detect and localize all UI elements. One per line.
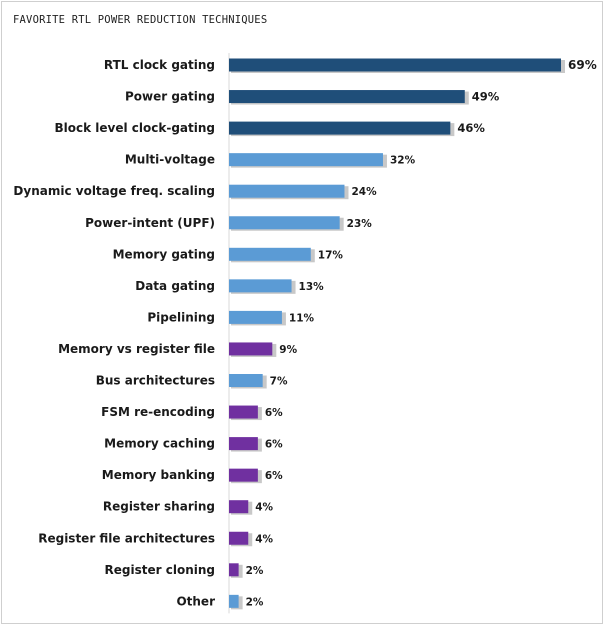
value-label-bus-architectures: 7% — [270, 376, 288, 388]
bar-memory-vs-register-file — [229, 342, 273, 356]
value-label-power-intent-upf: 23% — [347, 218, 373, 230]
value-label-power-gating: 49% — [472, 90, 500, 104]
value-label-multi-voltage: 32% — [390, 155, 416, 167]
bar-multi-voltage — [229, 153, 383, 167]
category-label-memory-vs-register-file: Memory vs register file — [58, 342, 215, 356]
value-label-register-cloning: 2% — [246, 565, 264, 577]
category-label-memory-banking: Memory banking — [102, 468, 215, 482]
value-label-pipelining: 11% — [289, 312, 315, 324]
bar-rtl-clock-gating — [229, 58, 561, 72]
bar-bus-architectures — [229, 374, 263, 387]
bar-data-gating — [229, 279, 292, 293]
bar-other — [229, 594, 239, 608]
category-label-multi-voltage: Multi-voltage — [125, 153, 215, 167]
value-label-memory-banking: 6% — [265, 470, 283, 482]
category-label-data-gating: Data gating — [135, 279, 215, 293]
value-label-rtl-clock-gating: 69% — [568, 58, 597, 72]
chart-title: FAVORITE RTL POWER REDUCTION TECHNIQUES — [13, 14, 268, 26]
bar-dynamic-voltage-freq-scaling — [229, 184, 345, 198]
bar-block-level-clock-gating — [229, 121, 451, 135]
bar-register-cloning — [229, 563, 239, 577]
category-label-pipelining: Pipelining — [147, 310, 215, 324]
category-label-register-sharing: Register sharing — [103, 500, 215, 514]
bar-fsm-re-encoding — [229, 405, 258, 419]
category-label-dynamic-voltage-freq-scaling: Dynamic voltage freq. scaling — [13, 184, 215, 198]
category-label-bus-architectures: Bus architectures — [96, 374, 215, 388]
category-label-register-file-architectures: Register file architectures — [38, 531, 215, 545]
value-label-dynamic-voltage-freq-scaling: 24% — [351, 186, 377, 198]
bar-power-gating — [229, 90, 465, 104]
category-label-rtl-clock-gating: RTL clock gating — [104, 58, 215, 72]
category-label-memory-gating: Memory gating — [113, 247, 215, 261]
category-label-block-level-clock-gating: Block level clock-gating — [55, 121, 216, 135]
category-label-power-gating: Power gating — [125, 90, 215, 104]
value-label-data-gating: 13% — [299, 281, 325, 293]
value-label-block-level-clock-gating: 46% — [457, 121, 485, 135]
value-label-memory-gating: 17% — [318, 249, 344, 261]
category-label-register-cloning: Register cloning — [105, 563, 215, 577]
category-label-fsm-re-encoding: FSM re-encoding — [101, 405, 215, 419]
value-label-register-sharing: 4% — [255, 502, 273, 514]
bar-memory-gating — [229, 247, 311, 261]
value-label-memory-caching: 6% — [265, 439, 283, 451]
value-label-register-file-architectures: 4% — [255, 533, 273, 545]
bar-memory-caching — [229, 437, 258, 451]
bar-pipelining — [229, 310, 282, 324]
value-label-fsm-re-encoding: 6% — [265, 407, 283, 419]
bar-register-file-architectures — [229, 531, 249, 545]
category-label-power-intent-upf: Power-intent (UPF) — [85, 216, 215, 230]
category-label-other: Other — [176, 594, 215, 608]
bar-memory-banking — [229, 468, 258, 482]
bar-register-sharing — [229, 500, 249, 514]
value-label-other: 2% — [246, 596, 264, 608]
value-label-memory-vs-register-file: 9% — [279, 344, 297, 356]
category-label-memory-caching: Memory caching — [104, 437, 215, 451]
bar-power-intent-upf — [229, 216, 340, 230]
